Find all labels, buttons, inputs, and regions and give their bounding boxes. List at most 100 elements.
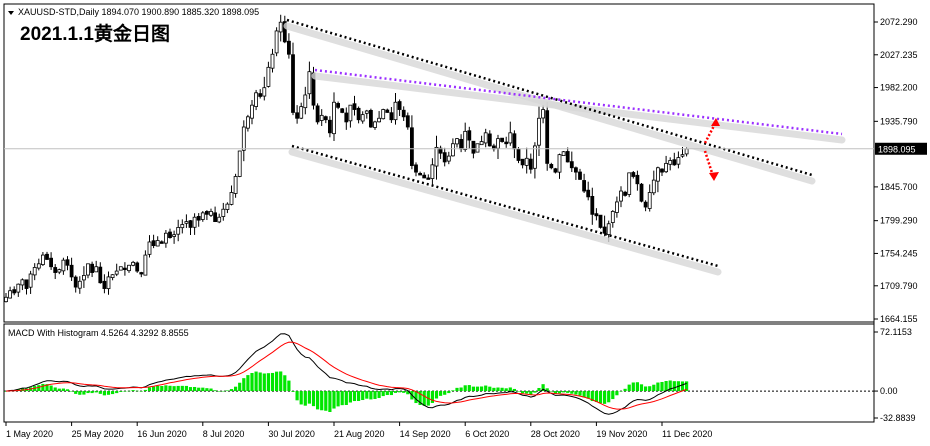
down-arrow — [703, 150, 715, 177]
candle-body — [82, 275, 86, 281]
candle-body — [16, 283, 21, 293]
macd-histogram-bar — [57, 388, 61, 392]
macd-histogram-bar — [283, 375, 287, 392]
candle-body — [619, 190, 623, 202]
candle-body — [262, 87, 267, 97]
candle-body — [512, 133, 517, 150]
price-tick-label: 1935.790 — [880, 116, 918, 126]
macd-histogram-bar — [402, 391, 406, 393]
candle — [574, 166, 578, 180]
macd-histogram-bar — [65, 389, 70, 392]
candle — [57, 268, 62, 275]
candle-body — [537, 117, 541, 146]
candle — [414, 162, 418, 177]
candle — [12, 286, 17, 296]
macd-histogram-bar — [361, 391, 365, 401]
macd-histogram-bar — [221, 390, 225, 392]
candle-body — [184, 221, 189, 224]
candle — [520, 158, 525, 169]
candle-body — [258, 93, 263, 97]
macd-histogram-bar — [521, 391, 525, 394]
macd-histogram-bar — [451, 390, 455, 392]
macd-histogram-bar — [188, 387, 193, 392]
macd-histogram-bar — [406, 391, 410, 395]
macd-histogram-bar — [168, 385, 172, 392]
candle — [471, 140, 476, 159]
dropdown-triangle-icon[interactable] — [8, 11, 14, 15]
candle — [217, 213, 222, 224]
candle — [118, 266, 123, 271]
macd-histogram-bar — [455, 387, 459, 392]
candle — [397, 99, 402, 117]
price-panel[interactable] — [3, 3, 875, 323]
macd-histogram-bar — [90, 391, 94, 394]
candle — [143, 250, 148, 276]
candle-body — [73, 276, 78, 288]
macd-histogram-bar — [147, 387, 152, 392]
candle-body — [221, 208, 226, 217]
macd-histogram-bar — [484, 385, 488, 392]
macd-histogram-bar — [127, 390, 131, 392]
macd-histogram-bar — [49, 385, 53, 392]
candle — [594, 208, 599, 221]
candle-body — [147, 241, 152, 255]
candle-body — [668, 160, 673, 165]
candle-body — [520, 158, 525, 166]
candle — [168, 228, 172, 239]
candle — [332, 92, 336, 142]
resistance-shadow — [311, 72, 846, 144]
lower-channel-line[interactable] — [291, 144, 719, 268]
time-tick-label: 16 Jun 2020 — [137, 429, 187, 439]
candle — [151, 234, 156, 249]
macd-histogram-bar — [574, 391, 578, 395]
macd-histogram-bar — [45, 384, 49, 392]
macd-histogram-bar — [94, 391, 98, 393]
price-axis: 2072.290 2027.235 1982.200 1935.790 1845.700… — [4, 17, 927, 324]
resistance-line[interactable] — [314, 68, 843, 136]
macd-histogram-bar — [418, 391, 422, 405]
time-tick-label: 8 Jul 2020 — [203, 429, 245, 439]
candle — [430, 158, 435, 186]
candle-body — [299, 106, 304, 119]
macd-histogram-bar — [311, 391, 316, 407]
macd-histogram-bar — [238, 382, 242, 392]
macd-histogram-bar — [398, 391, 402, 393]
candle — [483, 128, 488, 148]
candle — [348, 104, 353, 128]
macd-histogram-bar — [225, 390, 229, 392]
candle-body — [274, 30, 279, 54]
candle — [20, 278, 25, 291]
macd-histogram-bar — [365, 391, 369, 399]
candle-body — [393, 101, 398, 121]
macd-histogram-bar — [496, 387, 500, 392]
macd-histogram-bar — [389, 391, 393, 396]
macd-histogram-bar — [316, 391, 320, 410]
candle — [336, 101, 341, 110]
candle — [553, 167, 558, 174]
macd-histogram-bar — [4, 391, 8, 392]
candle-body — [684, 148, 689, 155]
macd-histogram-bar — [381, 391, 385, 397]
candle — [467, 126, 472, 149]
macd-line — [5, 333, 687, 415]
macd-histogram-bar — [156, 385, 160, 392]
macd-histogram-bar — [578, 391, 582, 396]
candle-body — [430, 164, 435, 179]
macd-panel[interactable] — [3, 323, 875, 423]
time-tick-label: 28 Oct 2020 — [531, 429, 580, 439]
candle-body — [348, 104, 353, 122]
candle — [24, 279, 29, 295]
candle — [582, 173, 586, 194]
macd-histogram-bar — [631, 382, 635, 392]
macd-histogram-bar — [184, 385, 188, 392]
macd-histogram-bar — [566, 391, 570, 393]
candle — [352, 95, 357, 116]
candle-body — [467, 130, 472, 141]
candle-body — [32, 267, 37, 276]
price-plot-area — [4, 14, 689, 303]
macd-histogram-bar — [549, 391, 553, 392]
macd-histogram-bar — [250, 372, 254, 392]
candle-body — [479, 141, 484, 146]
macd-plot-area: 72.1153 0.00 -32.8839 — [4, 327, 916, 423]
